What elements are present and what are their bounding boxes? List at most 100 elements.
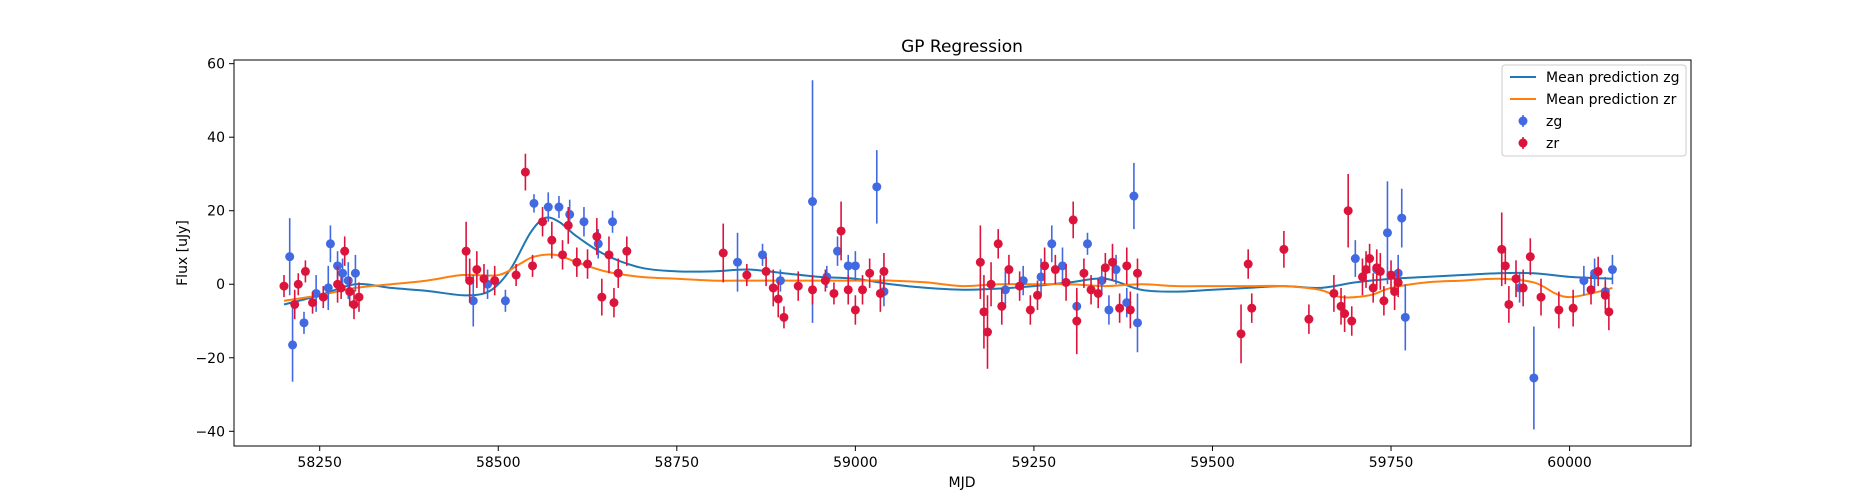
data-point xyxy=(1365,254,1375,264)
data-point xyxy=(1000,285,1010,295)
data-point xyxy=(538,217,548,227)
data-point xyxy=(761,266,771,276)
y-tick-label: 60 xyxy=(207,57,225,73)
y-axis: −40 −20 0 20 40 60 xyxy=(195,57,234,440)
data-point xyxy=(1004,265,1014,275)
data-point xyxy=(1036,272,1046,282)
y-tick-label: 40 xyxy=(207,130,225,146)
legend-label-mean-zr: Mean prediction zr xyxy=(1546,92,1677,108)
data-point xyxy=(1068,215,1078,225)
data-point xyxy=(288,340,298,350)
legend-label-zr: zr xyxy=(1546,136,1559,152)
data-point xyxy=(579,217,589,227)
data-point xyxy=(775,276,785,286)
data-point xyxy=(558,250,568,260)
data-point xyxy=(572,257,582,267)
data-point xyxy=(872,182,882,192)
data-point xyxy=(1061,277,1071,287)
data-point xyxy=(293,279,303,289)
data-point xyxy=(1279,244,1289,254)
data-point xyxy=(311,288,321,298)
data-point xyxy=(1347,316,1357,326)
data-point xyxy=(563,220,573,230)
data-point xyxy=(565,209,575,219)
data-point xyxy=(982,327,992,337)
data-point xyxy=(1122,298,1132,308)
data-point xyxy=(354,292,364,302)
x-tick-label: 58750 xyxy=(655,455,700,471)
data-point xyxy=(1607,265,1617,275)
data-point xyxy=(820,276,830,286)
data-point xyxy=(349,299,359,309)
data-point xyxy=(299,318,309,328)
data-point xyxy=(1072,316,1082,326)
x-tick-label: 58500 xyxy=(476,455,521,471)
data-point xyxy=(1032,290,1042,300)
data-point xyxy=(1382,228,1392,238)
data-point xyxy=(1497,244,1507,254)
plot-frame xyxy=(233,59,1692,447)
mean-prediction-lines xyxy=(283,216,1613,306)
series-zg xyxy=(285,80,1617,430)
data-point xyxy=(1511,274,1521,284)
data-point xyxy=(547,235,557,245)
x-tick-label: 58250 xyxy=(297,455,342,471)
data-point xyxy=(323,283,333,293)
data-point xyxy=(850,261,860,271)
data-point xyxy=(843,285,853,295)
legend-swatch-zr xyxy=(1518,137,1528,149)
data-point xyxy=(850,305,860,315)
data-point xyxy=(592,231,602,241)
data-point xyxy=(543,202,553,212)
data-point xyxy=(779,312,789,322)
y-tick-label: 20 xyxy=(207,204,225,220)
data-point xyxy=(608,217,618,227)
data-point xyxy=(1600,290,1610,300)
data-point xyxy=(833,246,843,256)
data-point xyxy=(338,268,348,278)
data-point xyxy=(1340,309,1350,319)
data-point xyxy=(511,270,521,280)
data-point xyxy=(1079,268,1089,278)
data-point xyxy=(1243,259,1253,269)
data-point xyxy=(1025,305,1035,315)
data-point xyxy=(1579,276,1589,286)
data-point xyxy=(997,301,1007,311)
data-point xyxy=(1040,261,1050,271)
data-point xyxy=(865,268,875,278)
data-point xyxy=(345,287,355,297)
data-point xyxy=(1593,266,1603,276)
data-point xyxy=(520,167,530,177)
data-point xyxy=(1604,307,1614,317)
data-point xyxy=(500,296,510,306)
y-tick-label: −40 xyxy=(195,424,225,440)
data-point xyxy=(336,283,346,293)
data-point xyxy=(1368,283,1378,293)
data-point xyxy=(1107,257,1117,267)
data-point xyxy=(583,259,593,269)
data-point xyxy=(1057,261,1067,271)
data-point xyxy=(1500,261,1510,271)
data-point xyxy=(285,252,295,262)
data-point xyxy=(1554,305,1564,315)
data-point xyxy=(279,281,289,291)
chart-title: GP Regression xyxy=(901,37,1023,57)
data-point xyxy=(1015,281,1025,291)
x-tick-label: 60000 xyxy=(1547,455,1592,471)
data-point xyxy=(1525,252,1535,262)
data-point xyxy=(1586,285,1596,295)
data-point xyxy=(554,202,564,212)
data-point xyxy=(808,197,818,207)
data-point xyxy=(875,288,885,298)
data-point xyxy=(465,276,475,286)
data-point xyxy=(528,261,538,271)
data-point xyxy=(325,239,335,249)
data-point xyxy=(472,265,482,275)
data-point xyxy=(318,292,328,302)
x-axis: 58250 58500 58750 59000 59250 59500 59750 60000 xyxy=(297,446,1592,471)
data-point xyxy=(1529,373,1539,383)
data-point xyxy=(879,266,889,276)
data-point xyxy=(733,257,743,267)
data-point xyxy=(829,288,839,298)
